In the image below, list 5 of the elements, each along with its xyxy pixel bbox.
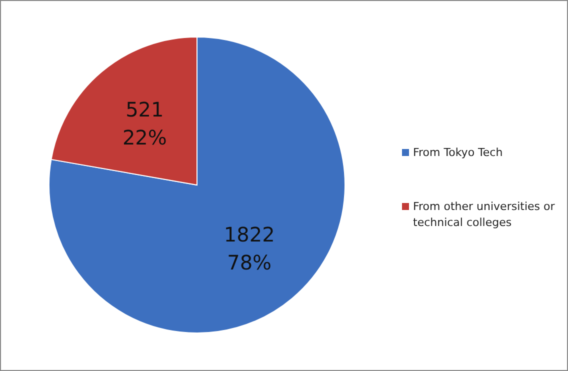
pie-slice xyxy=(48,36,346,334)
data-label: 1822 78% xyxy=(224,222,275,274)
legend-label: From Tokyo Tech xyxy=(413,146,503,159)
legend-label: From other universities or technical colleges xyxy=(413,200,556,229)
data-label: 521 22% xyxy=(122,98,167,150)
